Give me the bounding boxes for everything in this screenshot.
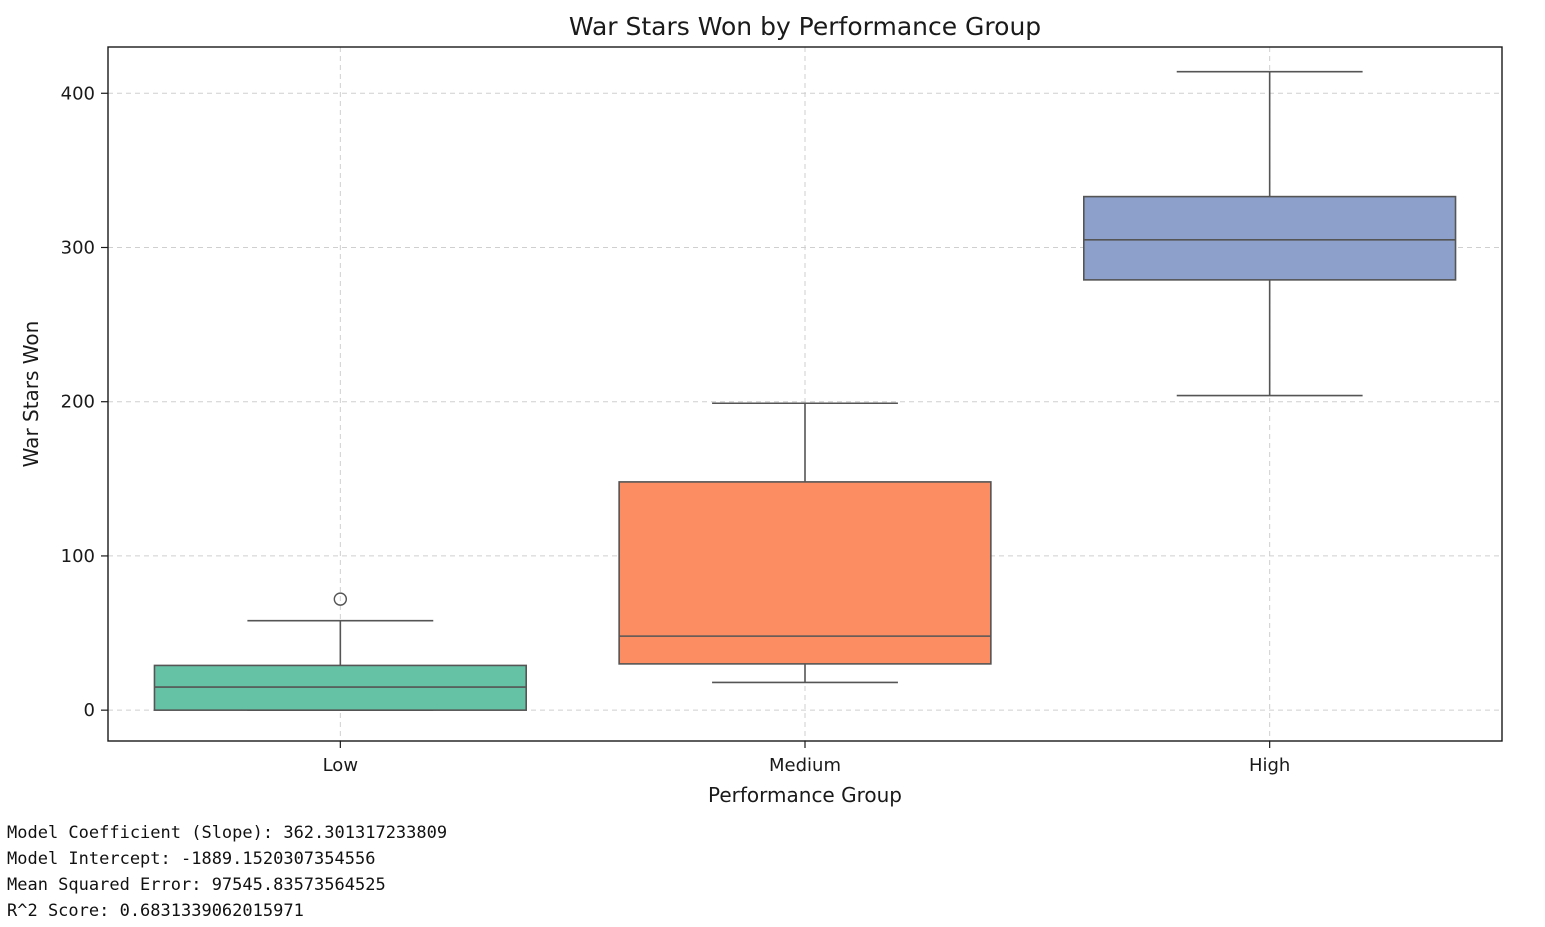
x-tick-label: Low (323, 755, 358, 776)
outlier-point (333, 592, 348, 606)
chart-title: War Stars Won by Performance Group (569, 12, 1041, 41)
y-tick-label: 300 (61, 237, 95, 258)
console-output: Model Coefficient (Slope): 362.301317233… (7, 820, 447, 924)
output-slope-line: Model Coefficient (Slope): 362.301317233… (7, 823, 448, 843)
y-tick-label: 200 (61, 392, 95, 413)
output-mse-line: Mean Squared Error: 97545.83573564525 (7, 875, 386, 895)
output-intercept-line: Model Intercept: -1889.1520307354556 (7, 849, 376, 869)
box-medium (618, 402, 992, 684)
y-tick-label: 0 (84, 700, 95, 721)
y-axis-label: War Stars Won (19, 321, 43, 468)
x-axis-label: Performance Group (708, 783, 902, 807)
x-tick-label: Medium (769, 755, 841, 776)
x-tick-label: High (1249, 755, 1290, 776)
boxes (153, 70, 1457, 711)
axis-ticks: 0 100 200 300 400 Low Medium High (61, 83, 1291, 776)
iqr-box (1083, 195, 1457, 281)
box-high (1083, 70, 1457, 397)
output-r2-line: R^2 Score: 0.6831339062015971 (7, 901, 304, 921)
box-plot-chart: 0 100 200 300 400 Low Medium High War Stars Won… (19, 12, 1503, 807)
y-tick-label: 400 (61, 83, 95, 104)
iqr-box (618, 481, 992, 665)
y-tick-label: 100 (61, 546, 95, 567)
box-low (153, 592, 527, 711)
